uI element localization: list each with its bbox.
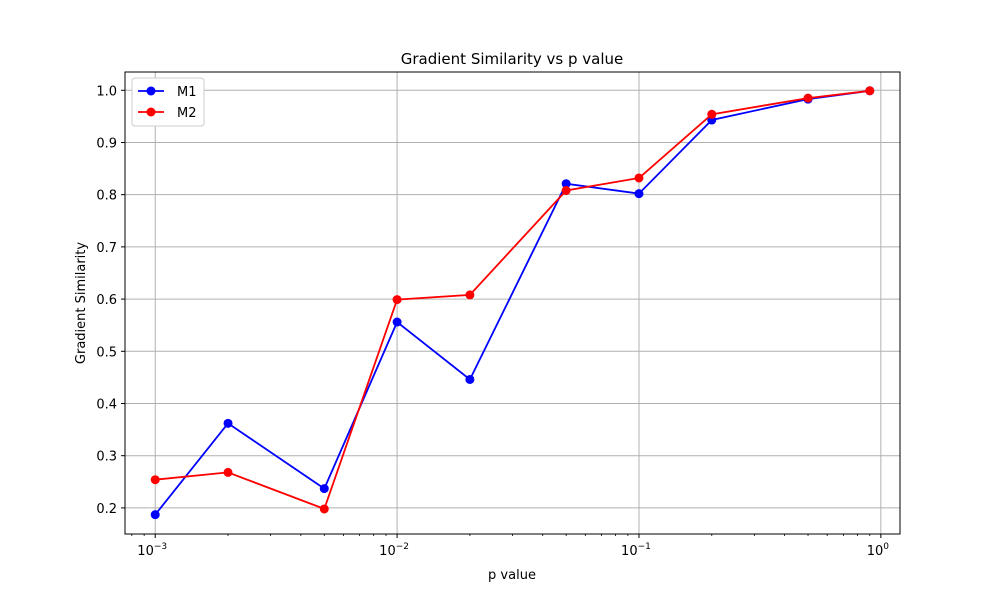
series-point-m1 xyxy=(319,484,329,494)
series-point-m2 xyxy=(150,475,160,485)
series-point-m2 xyxy=(465,290,475,300)
y-tick-label: 0.6 xyxy=(96,293,117,308)
y-tick-label: 0.9 xyxy=(96,136,117,151)
series-point-m2 xyxy=(865,86,875,96)
x-tick-exponent: −1 xyxy=(638,542,651,552)
series-point-m1 xyxy=(634,189,644,199)
series-line-m1 xyxy=(154,89,870,516)
y-tick-label: 0.3 xyxy=(96,450,117,465)
y-tick-label: 1.0 xyxy=(96,84,117,99)
series-point-m1 xyxy=(392,317,402,327)
y-tick-label: 0.2 xyxy=(96,502,117,517)
series-point-m1 xyxy=(223,418,233,428)
y-tick-label: 0.7 xyxy=(96,241,117,256)
x-axis: 10−3 10−2 10−1 100 xyxy=(131,534,890,559)
y-axis: 0.2 0.3 0.4 0.5 0.6 0.7 0.8 0.9 1.0 xyxy=(96,84,125,517)
x-tick-base: 10 xyxy=(867,544,884,559)
x-tick-label: 100 xyxy=(867,542,890,559)
series-point-m2 xyxy=(392,295,402,305)
series-point-m1 xyxy=(465,374,475,384)
series-point-m1 xyxy=(561,179,571,189)
y-tick-label: 0.8 xyxy=(96,189,117,204)
series-point-m1 xyxy=(150,510,160,520)
x-tick-label: 10−2 xyxy=(379,542,409,559)
series-point-m2 xyxy=(319,504,329,514)
series-point-m2 xyxy=(634,173,644,183)
series-line-m2 xyxy=(155,89,870,511)
legend-swatch-marker xyxy=(146,107,156,117)
x-tick-exponent: 0 xyxy=(883,542,889,552)
x-axis-label: p value xyxy=(488,568,536,583)
series-point-m2 xyxy=(707,109,717,119)
y-tick-label: 0.5 xyxy=(96,345,117,360)
x-tick-label: 10−3 xyxy=(137,542,167,559)
x-tick-label: 10−1 xyxy=(621,542,651,559)
x-tick-exponent: −3 xyxy=(154,542,167,552)
x-tick-base: 10 xyxy=(137,544,154,559)
series-point-m2 xyxy=(803,93,813,103)
legend-label: M1 xyxy=(177,85,197,100)
x-tick-base: 10 xyxy=(379,544,396,559)
legend-swatch-marker xyxy=(146,86,156,96)
y-tick-label: 0.4 xyxy=(96,397,117,412)
series-point-m2 xyxy=(561,186,571,196)
series-layer xyxy=(150,86,875,520)
chart-title: Gradient Similarity vs p value xyxy=(401,50,623,68)
y-axis-label: Gradient Similarity xyxy=(74,242,89,364)
series-point-m2 xyxy=(223,467,233,477)
x-tick-base: 10 xyxy=(621,544,638,559)
grid xyxy=(125,72,900,534)
x-tick-exponent: −2 xyxy=(396,542,409,552)
legend-label: M2 xyxy=(177,106,197,121)
